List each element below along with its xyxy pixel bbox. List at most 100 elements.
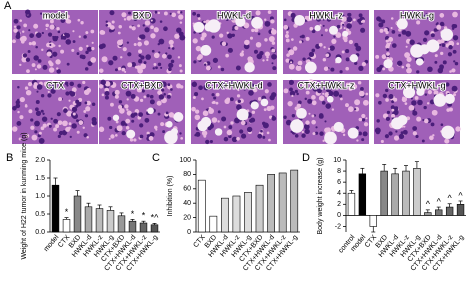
cell (80, 21, 84, 25)
cell (125, 118, 131, 124)
cell (71, 48, 75, 52)
cell (63, 108, 68, 113)
cell (402, 13, 405, 17)
cell (137, 41, 143, 47)
cell (320, 34, 324, 37)
cell (158, 51, 161, 54)
cell (24, 104, 28, 107)
cell (124, 123, 128, 127)
cell (292, 46, 298, 51)
cell (114, 89, 120, 95)
cell (83, 35, 87, 39)
cell (283, 88, 289, 94)
cell (262, 59, 265, 62)
bar (73, 195, 82, 233)
cell (16, 25, 21, 30)
cell (138, 59, 143, 64)
cell (161, 88, 165, 92)
cell (148, 135, 154, 141)
cell (329, 84, 333, 88)
vacuole (126, 129, 136, 139)
cell (301, 34, 305, 39)
cell (391, 43, 397, 48)
cell (228, 134, 232, 139)
cell (42, 123, 47, 128)
cell (431, 109, 438, 116)
cell (211, 117, 218, 123)
cell (167, 83, 171, 87)
cell (411, 14, 416, 18)
cell (37, 134, 41, 138)
cell (197, 17, 201, 20)
cell (139, 98, 144, 102)
vacuole (292, 123, 302, 132)
cell (27, 82, 33, 87)
cell (426, 102, 430, 105)
cell (141, 83, 145, 87)
cell (166, 94, 171, 99)
vacuole (304, 61, 317, 74)
image-bg (12, 10, 98, 74)
y-tick-label: 4 (337, 190, 341, 197)
vacuole (237, 112, 244, 119)
cell (65, 18, 71, 24)
cell (52, 35, 58, 42)
cell (297, 100, 302, 105)
cell (200, 36, 205, 41)
vacuole (147, 107, 154, 115)
cell (104, 90, 110, 96)
y-tick-label: 0 (337, 212, 341, 219)
cell (53, 118, 58, 124)
cell (241, 50, 244, 53)
cell (163, 26, 168, 32)
cell (37, 59, 42, 63)
cell (375, 130, 380, 135)
cell (305, 120, 310, 125)
cell (271, 62, 274, 65)
cell (154, 10, 158, 14)
bar (255, 184, 264, 233)
cell (219, 83, 226, 89)
cell (161, 53, 167, 59)
histology-image: HWKL-d (191, 9, 277, 74)
significance-marker: * (131, 209, 135, 219)
cell (266, 105, 272, 112)
y-tick-label: 1.0 (35, 193, 45, 200)
cell (115, 120, 119, 124)
cell (415, 134, 419, 139)
cell (129, 25, 133, 29)
cell (393, 135, 400, 141)
cell (453, 24, 458, 29)
cell (22, 53, 28, 58)
cell (422, 37, 428, 43)
cell (41, 48, 44, 52)
cell (84, 101, 88, 105)
cell (40, 93, 45, 98)
cell (340, 97, 343, 101)
cell (215, 101, 219, 105)
cell (271, 92, 277, 98)
cell (441, 43, 446, 47)
cell (325, 86, 332, 93)
vacuole (333, 121, 344, 132)
cell (83, 109, 87, 113)
vacuole (193, 21, 205, 33)
cell (412, 126, 418, 131)
cell (58, 97, 63, 102)
cell (117, 31, 121, 35)
bar (232, 195, 241, 233)
cell (348, 39, 354, 45)
cell (38, 131, 42, 135)
cell (375, 54, 380, 59)
cell (237, 89, 240, 92)
cell (296, 103, 302, 108)
cell (347, 106, 354, 112)
cell (201, 32, 207, 38)
histology-image: CTX+HWKL-z (283, 79, 369, 145)
cell (100, 79, 106, 86)
cell (121, 130, 126, 136)
cell (339, 70, 343, 74)
cell (31, 134, 38, 141)
cell (345, 82, 350, 87)
cell (48, 42, 55, 49)
